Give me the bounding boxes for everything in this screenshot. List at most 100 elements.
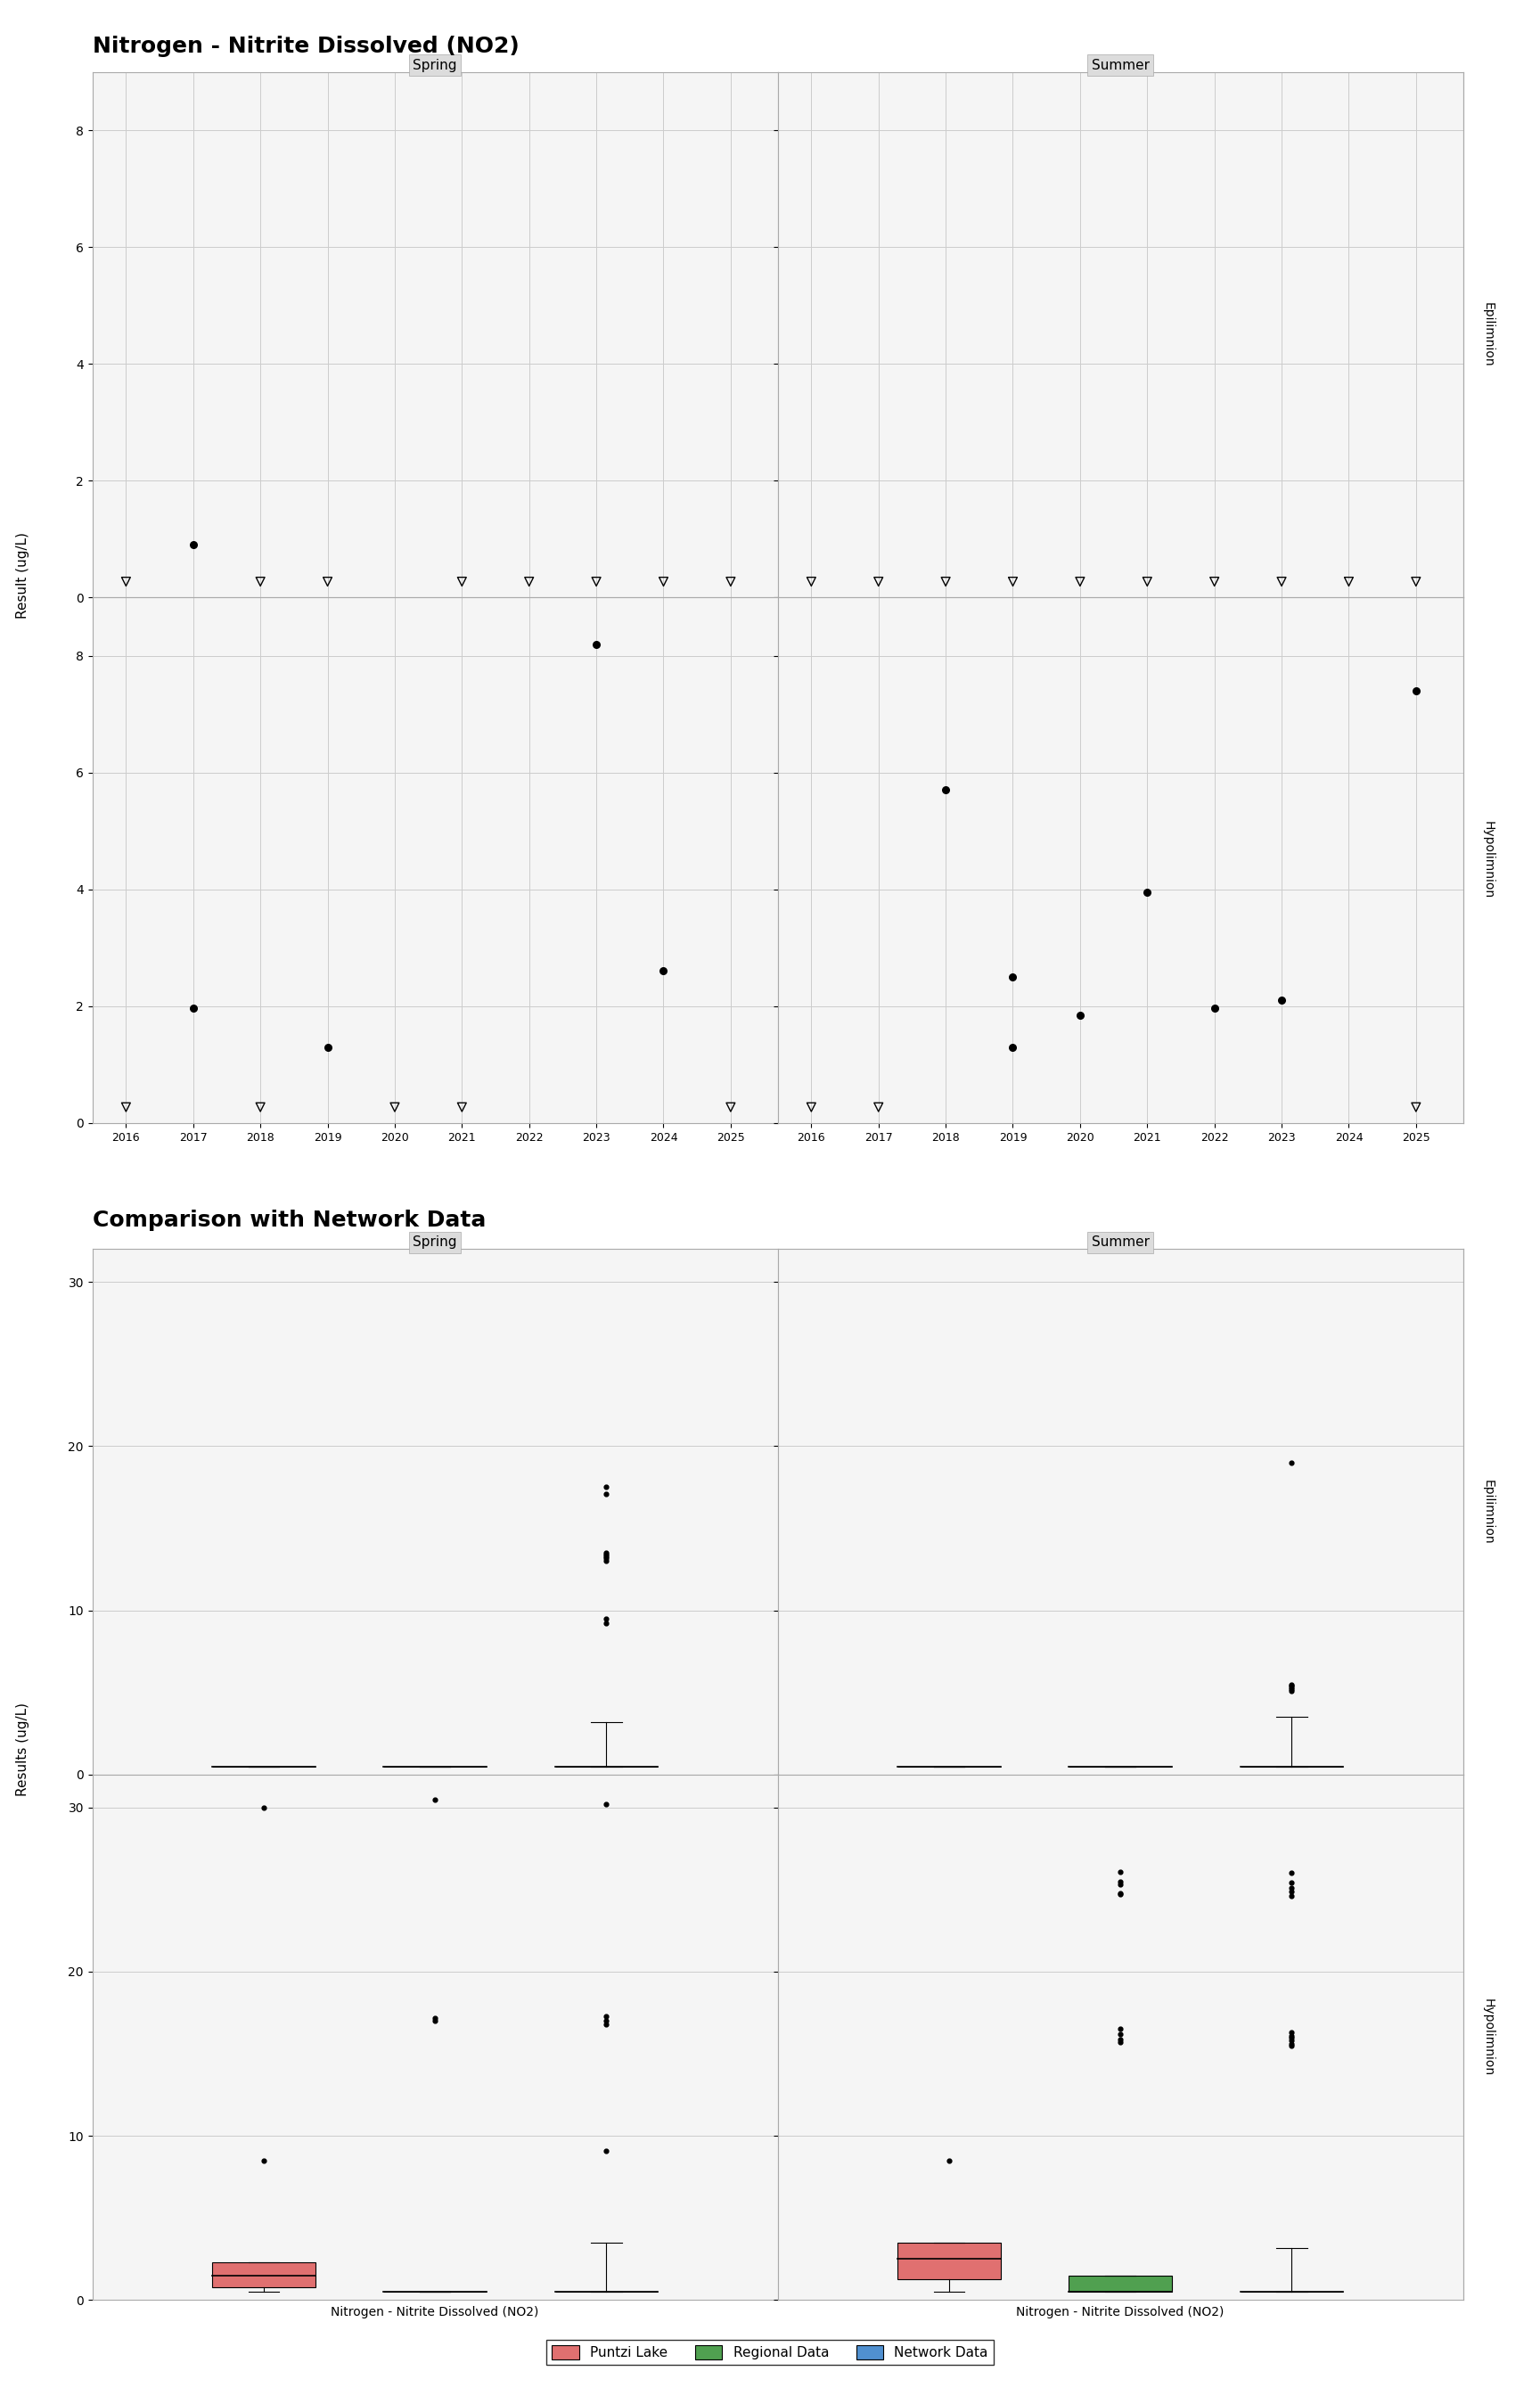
Point: [450, 1088, 474, 1126]
Point: [936, 2142, 961, 2180]
Point: [422, 1780, 447, 1819]
Point: [1403, 1088, 1428, 1126]
Point: [248, 563, 273, 601]
Point: [1280, 1665, 1304, 1704]
Point: [1280, 1442, 1304, 1481]
Point: [1107, 2020, 1132, 2058]
Point: [594, 1536, 619, 1574]
Text: Result (ug/L): Result (ug/L): [17, 532, 29, 618]
Point: [251, 2142, 276, 2180]
Text: Comparison with Network Data: Comparison with Network Data: [92, 1210, 485, 1232]
Point: [1280, 1668, 1304, 1706]
X-axis label: Nitrogen - Nitrite Dissolved (NO2): Nitrogen - Nitrite Dissolved (NO2): [1016, 2307, 1224, 2319]
Point: [248, 1088, 273, 1126]
Point: [1280, 1869, 1304, 1907]
Point: [594, 2001, 619, 2039]
Point: [1107, 2022, 1132, 2061]
Point: [651, 563, 676, 601]
Point: [584, 563, 608, 601]
Point: [1001, 1028, 1026, 1066]
Point: [865, 1088, 890, 1126]
Title: Summer: Summer: [1092, 58, 1149, 72]
Point: [114, 1088, 139, 1126]
Point: [1280, 2017, 1304, 2056]
Point: [1203, 990, 1227, 1028]
Point: [594, 1469, 619, 1507]
Point: [933, 563, 958, 601]
Point: [594, 1543, 619, 1581]
Y-axis label: Hypolimnion: Hypolimnion: [1481, 822, 1494, 898]
Point: [865, 563, 890, 601]
Point: [1280, 1871, 1304, 1910]
Point: [1001, 563, 1026, 601]
Point: [1337, 563, 1361, 601]
Point: [1269, 982, 1294, 1021]
Point: [180, 990, 205, 1028]
Point: [594, 2132, 619, 2171]
Point: [517, 563, 542, 601]
Point: [594, 1474, 619, 1512]
Point: [1280, 1668, 1304, 1706]
Point: [718, 563, 742, 601]
Point: [1280, 2025, 1304, 2063]
Point: [114, 563, 139, 601]
Point: [1280, 1876, 1304, 1914]
Point: [594, 1533, 619, 1572]
Point: [1203, 563, 1227, 601]
Title: Spring: Spring: [413, 58, 457, 72]
Point: [933, 772, 958, 810]
Point: [1107, 1866, 1132, 1905]
Legend: Puntzi Lake, Regional Data, Network Data: Puntzi Lake, Regional Data, Network Data: [547, 2341, 993, 2365]
Point: [1280, 1670, 1304, 1708]
Point: [1403, 671, 1428, 709]
Point: [1280, 1672, 1304, 1711]
Text: Results (ug/L): Results (ug/L): [17, 1701, 29, 1797]
Title: Summer: Summer: [1092, 1236, 1149, 1248]
X-axis label: Nitrogen - Nitrite Dissolved (NO2): Nitrogen - Nitrite Dissolved (NO2): [331, 2307, 539, 2319]
Point: [799, 1088, 824, 1126]
Point: [594, 1536, 619, 1574]
Point: [594, 1996, 619, 2034]
Bar: [898, 2243, 1001, 2279]
Point: [1067, 997, 1092, 1035]
Point: [1135, 563, 1160, 601]
Point: [251, 1787, 276, 1826]
Point: [316, 563, 340, 601]
Point: [422, 1998, 447, 2037]
Point: [1107, 1862, 1132, 1900]
Point: [1280, 2017, 1304, 2056]
Point: [1280, 1864, 1304, 1902]
Point: [1280, 2027, 1304, 2065]
Point: [1269, 563, 1294, 601]
Point: [1403, 563, 1428, 601]
Point: [594, 1785, 619, 1823]
Point: [594, 1605, 619, 1644]
Bar: [213, 2262, 316, 2288]
Point: [718, 1088, 742, 1126]
Text: Nitrogen - Nitrite Dissolved (NO2): Nitrogen - Nitrite Dissolved (NO2): [92, 36, 519, 58]
Point: [1001, 958, 1026, 997]
Point: [1107, 1874, 1132, 1912]
Point: [1107, 2010, 1132, 2049]
Point: [316, 1028, 340, 1066]
Title: Spring: Spring: [413, 1236, 457, 1248]
Point: [584, 625, 608, 664]
Point: [1135, 872, 1160, 910]
Y-axis label: Epilimnion: Epilimnion: [1481, 1478, 1494, 1543]
Point: [594, 1538, 619, 1577]
Point: [1280, 2022, 1304, 2061]
Point: [1280, 2013, 1304, 2051]
Y-axis label: Hypolimnion: Hypolimnion: [1481, 1998, 1494, 2077]
Point: [594, 1601, 619, 1639]
Point: [1107, 1852, 1132, 1890]
Point: [422, 2001, 447, 2039]
Point: [1280, 1855, 1304, 1893]
Point: [799, 563, 824, 601]
Bar: [1069, 2276, 1172, 2293]
Point: [180, 525, 205, 563]
Point: [1107, 1876, 1132, 1914]
Point: [1067, 563, 1092, 601]
Point: [382, 1088, 407, 1126]
Point: [651, 951, 676, 990]
Point: [450, 563, 474, 601]
